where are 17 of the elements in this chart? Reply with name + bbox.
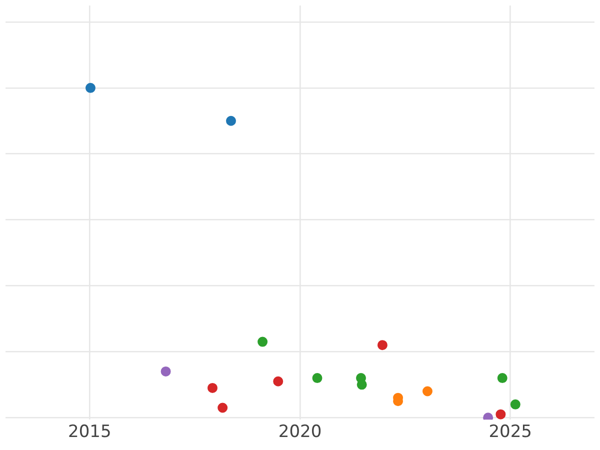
point [258,336,268,347]
point [377,340,388,350]
x-tick-label: 2015 [68,422,112,442]
point [422,386,432,396]
point [226,116,236,126]
point [510,399,520,410]
point [273,376,284,386]
x-tick-label: 2020 [278,422,322,442]
point [496,409,506,420]
point [85,82,96,93]
x-tick-label: 2025 [488,422,532,442]
point [207,382,218,393]
point [356,380,367,390]
point [160,366,171,376]
point [497,373,508,384]
point [312,373,322,384]
point [218,402,228,413]
